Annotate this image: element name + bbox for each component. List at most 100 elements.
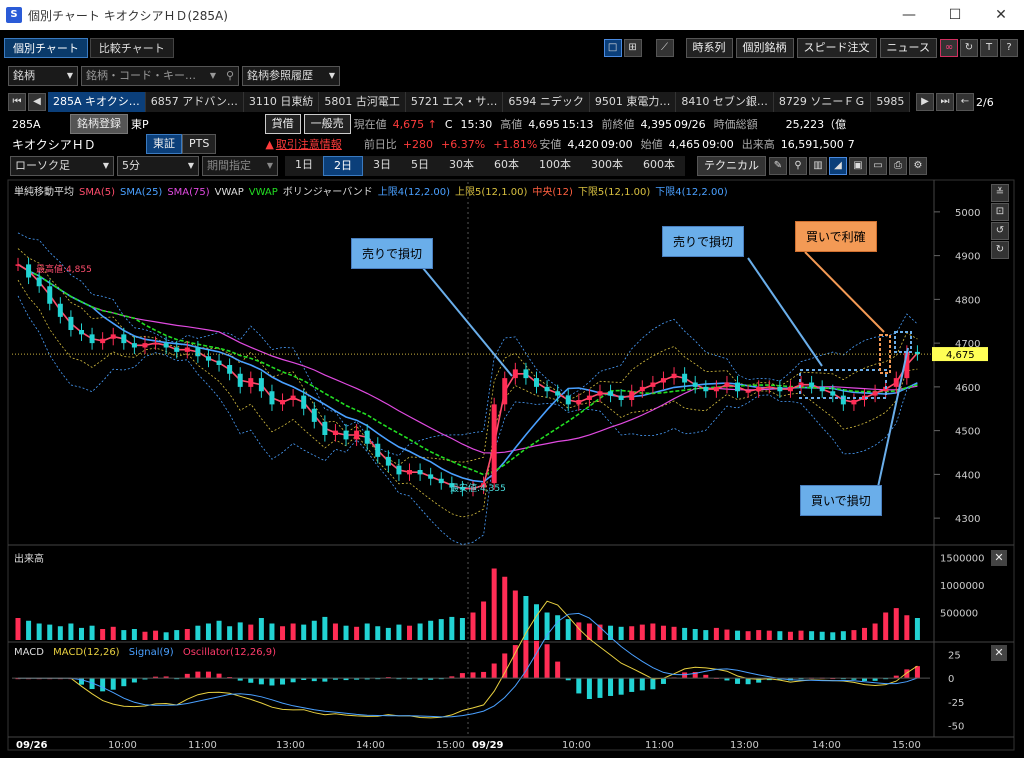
annotation-line — [877, 347, 909, 488]
candle-body — [660, 378, 666, 383]
stock-tab[interactable]: 5721 エス・サ… — [405, 92, 504, 112]
period-button[interactable]: 2日 — [323, 156, 363, 176]
tab-compare-chart[interactable]: 比較チャート — [89, 38, 174, 58]
period-button[interactable]: 1日 — [295, 158, 313, 171]
volume-bar — [576, 622, 582, 640]
chart-type-label: ローソク足 — [15, 159, 70, 172]
register-stock-button[interactable]: 銘柄登録 — [70, 114, 128, 134]
volume-bar — [332, 623, 338, 640]
stock-tab[interactable]: 3110 日東紡 — [243, 92, 320, 112]
interval-select[interactable]: 5分 ▼ — [117, 156, 199, 176]
candle-body — [872, 391, 878, 396]
candle-body — [332, 430, 338, 435]
volume-bar — [597, 624, 603, 640]
print-icon[interactable]: ⎙ — [889, 157, 907, 175]
oscillator-bar — [216, 673, 222, 679]
back-arrow-icon[interactable]: ← — [956, 93, 974, 111]
macd-close-icon[interactable]: ✕ — [991, 645, 1007, 661]
volume-bar-icon[interactable]: ▥ — [809, 157, 827, 175]
candle-body — [893, 378, 899, 387]
candle-body — [248, 378, 254, 387]
oscillator-bar — [237, 678, 243, 681]
next-icon[interactable]: ▶ — [916, 93, 934, 111]
stock-tab[interactable]: 8410 セブン銀… — [676, 92, 774, 112]
legend-item: 中央(12) — [532, 187, 573, 198]
first-page-icon[interactable]: ⏮ — [8, 93, 26, 111]
tse-toggle[interactable]: 東証 — [146, 134, 182, 154]
undo-icon[interactable]: ↺ — [991, 222, 1009, 240]
volume-bar — [671, 626, 677, 640]
minimize-button[interactable]: — — [902, 7, 916, 23]
news-button[interactable]: ニュース — [879, 38, 937, 58]
stock-tab[interactable]: 5985 — [871, 92, 911, 112]
chart-line-icon[interactable]: ◢ — [829, 157, 847, 175]
volume-value: 16,591,500 — [780, 137, 844, 151]
stock-tab[interactable]: 6594 ニデック — [503, 92, 590, 112]
candle-body — [121, 334, 127, 344]
volume-bar — [872, 623, 878, 640]
time-axis-label: 09/26 — [16, 740, 48, 751]
pen-tool-icon[interactable]: ⟋ — [655, 39, 674, 57]
volume-bar — [491, 568, 497, 640]
stock-tab-bar: ⏮ ◀ 285A キオクシ… 6857 アドバン… 3110 日東紡 5801 古河電… — [0, 92, 1024, 112]
prev-icon[interactable]: ◀ — [28, 93, 46, 111]
refresh-icon[interactable]: ↻ — [960, 39, 978, 57]
panel-expand-icon[interactable]: ≚ — [991, 184, 1009, 202]
oscillator-bar — [311, 678, 317, 682]
tab-individual-chart[interactable]: 個別チャート — [4, 38, 88, 58]
period-button[interactable]: 300本 — [591, 158, 623, 171]
period-button[interactable]: 100本 — [539, 158, 571, 171]
period-button[interactable]: 5日 — [411, 158, 429, 171]
prev-close-label: 前終値 — [601, 118, 635, 131]
technical-button[interactable]: テクニカル — [697, 156, 766, 176]
market-cap-value: 25,223（億 — [785, 118, 847, 131]
annotation-line — [804, 251, 885, 333]
indicator-legend: 単純移動平均 SMA(5) SMA(25) SMA(75) VWAP VWAP ボリンジャー… — [14, 183, 733, 198]
last-page-icon[interactable]: ⏭ — [936, 93, 954, 111]
help-icon[interactable]: ? — [1000, 39, 1018, 57]
stock-tab[interactable]: 6857 アドバン… — [145, 92, 244, 112]
period-button[interactable]: 3日 — [373, 158, 391, 171]
oscillator-bar — [131, 678, 137, 683]
volume-close-icon[interactable]: ✕ — [991, 550, 1007, 566]
stock-tab[interactable]: 285A キオクシ… — [48, 92, 146, 112]
period-button[interactable]: 30本 — [449, 158, 474, 171]
stock-tab[interactable]: 5801 古河電工 — [319, 92, 406, 112]
settings-gear-icon[interactable]: ⚙ — [909, 157, 927, 175]
volume-bar — [227, 626, 233, 640]
search-icon[interactable]: ⚲ — [225, 69, 234, 82]
stock-tab[interactable]: 9501 東電力… — [589, 92, 677, 112]
volume-tick-label: 1000000 — [940, 581, 985, 592]
prev-close-value: 4,395 — [640, 117, 672, 131]
chart-type-select[interactable]: ローソク足 ▼ — [10, 156, 114, 176]
text-icon[interactable]: T — [980, 39, 998, 57]
timeseries-button[interactable]: 時系列 — [685, 38, 733, 58]
pencil-icon[interactable]: ✎ — [769, 157, 787, 175]
save-icon[interactable]: ▣ — [849, 157, 867, 175]
period-select[interactable]: 期間指定 ▼ — [202, 156, 278, 176]
candle-body — [301, 395, 307, 409]
zoom-icon[interactable]: ⚲ — [789, 157, 807, 175]
search-input[interactable]: 銘柄・コード・キー… ▼ ⚲ — [81, 66, 239, 86]
maximize-button[interactable]: ☐ — [948, 7, 962, 23]
search-type-select[interactable]: 銘柄 ▼ — [8, 66, 78, 86]
lock-icon[interactable]: ⊡ — [991, 203, 1009, 221]
oscillator-bar — [840, 678, 846, 680]
candle-body — [26, 264, 32, 278]
annotation-line — [747, 257, 823, 367]
speed-order-button[interactable]: スピード注文 — [796, 38, 877, 58]
period-button[interactable]: 600本 — [643, 158, 675, 171]
link-icon[interactable]: ∞ — [940, 39, 958, 57]
warning-link[interactable]: 取引注意情報 — [275, 138, 342, 151]
stock-tab[interactable]: 8729 ソニーＦＧ — [773, 92, 872, 112]
grid-layout-icon[interactable]: ⊞ — [623, 39, 642, 57]
volume-bar — [650, 623, 656, 640]
pts-toggle[interactable]: PTS — [182, 134, 217, 154]
period-button[interactable]: 60本 — [494, 158, 519, 171]
close-button[interactable]: ✕ — [995, 7, 1007, 23]
single-layout-icon[interactable]: □ — [603, 39, 622, 57]
history-select[interactable]: 銘柄参照履歴 ▼ — [242, 66, 340, 86]
reset-icon[interactable]: ↻ — [991, 241, 1009, 259]
folder-icon[interactable]: ▭ — [869, 157, 887, 175]
individual-stock-button[interactable]: 個別銘柄 — [735, 38, 794, 58]
